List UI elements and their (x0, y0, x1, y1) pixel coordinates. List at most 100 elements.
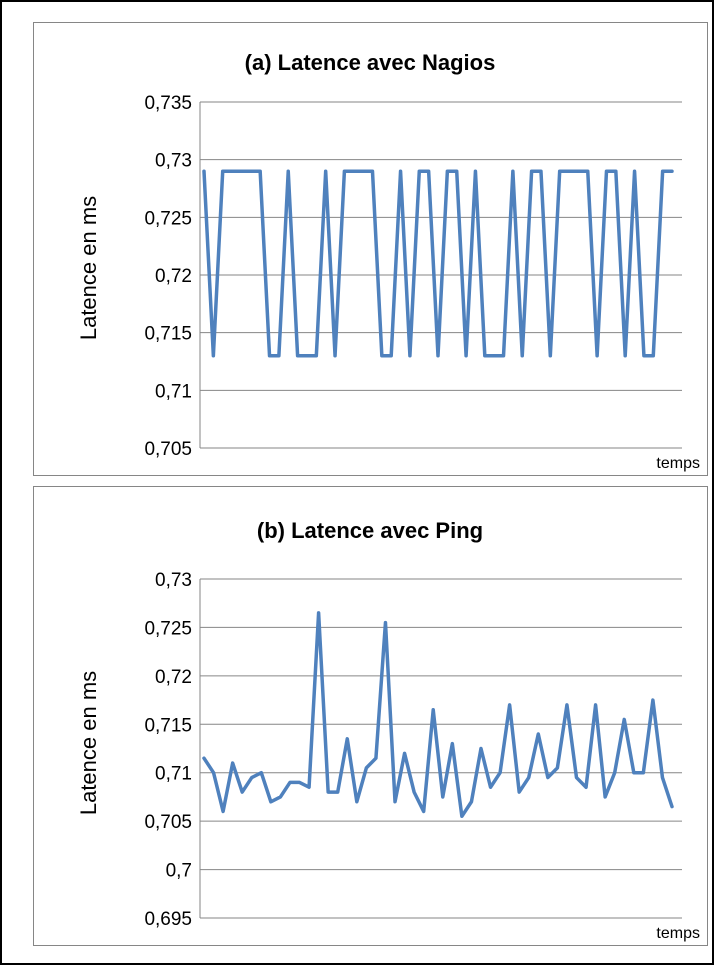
data-point (403, 752, 406, 755)
series-line (202, 611, 674, 819)
data-point (567, 170, 571, 173)
data-point (268, 354, 271, 357)
data-point (670, 805, 674, 808)
y-axis-label: Latence en ms (76, 671, 101, 815)
data-point (642, 771, 645, 774)
data-point (586, 170, 589, 173)
data-point (221, 810, 225, 813)
data-point (230, 170, 234, 173)
data-point (613, 771, 616, 774)
data-point (326, 790, 330, 794)
data-point (483, 354, 486, 357)
y-tick-label: 0,73 (155, 151, 192, 172)
data-point (558, 170, 561, 173)
y-tick-label: 0,705 (144, 812, 192, 833)
data-point (412, 790, 416, 794)
y-tick-label: 0,725 (144, 208, 192, 229)
data-point (595, 354, 599, 357)
data-point (298, 781, 301, 784)
data-point (279, 795, 282, 799)
data-point (432, 708, 435, 711)
data-point (221, 170, 224, 173)
data-point (352, 170, 355, 173)
data-point (355, 800, 359, 803)
data-point (633, 170, 636, 173)
data-point (384, 621, 387, 624)
data-point (260, 771, 263, 774)
data-point (549, 354, 552, 357)
data-point (315, 354, 318, 357)
y-axis-label: Latence en ms (76, 196, 101, 340)
data-point (539, 170, 543, 173)
data-point (502, 354, 505, 357)
y-tick-label: 0,7 (166, 861, 192, 882)
data-point (511, 170, 515, 173)
data-point (623, 718, 626, 721)
data-point (451, 742, 454, 745)
data-point (642, 354, 646, 357)
data-point (240, 170, 243, 173)
data-point (492, 354, 496, 357)
y-tick-label: 0,715 (144, 715, 192, 736)
data-point (336, 790, 339, 794)
chart-title: (a) Latence avec Nagios (245, 50, 496, 75)
data-point (202, 756, 206, 760)
data-point (661, 776, 664, 779)
data-point (346, 737, 349, 741)
data-point (249, 170, 252, 173)
y-tick-label: 0,695 (144, 909, 192, 930)
data-point (288, 781, 292, 784)
data-point (296, 354, 299, 357)
y-tick-label: 0,715 (144, 324, 192, 345)
data-point (521, 354, 524, 357)
data-point (343, 170, 346, 173)
data-point (241, 790, 244, 794)
chart-ping-svg: (b) Latence avec Ping Latence en ms temp… (76, 518, 700, 942)
series-marks (202, 611, 674, 819)
data-point (489, 786, 492, 789)
data-point (436, 354, 440, 357)
data-point (446, 170, 449, 173)
data-point (575, 776, 578, 779)
y-tick-label: 0,725 (144, 618, 192, 639)
y-tick-label: 0,73 (155, 570, 192, 591)
x-axis-label: temps (656, 925, 700, 942)
data-point (527, 776, 530, 779)
data-point (418, 170, 421, 173)
data-point (603, 795, 607, 799)
data-point (231, 761, 234, 765)
data-point (584, 786, 588, 789)
data-point (464, 354, 468, 357)
data-point (422, 810, 425, 813)
y-tick-label: 0,72 (155, 266, 192, 287)
data-point (614, 170, 618, 173)
gridlines (199, 578, 682, 919)
data-point (212, 771, 215, 774)
data-point (479, 747, 483, 750)
data-point (393, 800, 397, 803)
data-point (399, 170, 402, 173)
data-point (307, 786, 311, 789)
y-tick-labels: 0,705 0,71 0,715 0,72 0,725 0,73 0,735 (144, 93, 192, 460)
chart-panel-nagios: (a) Latence avec Nagios Latence en ms te… (33, 22, 708, 476)
data-point (498, 771, 502, 774)
data-point (441, 795, 444, 799)
data-point (333, 354, 337, 357)
data-point (661, 170, 664, 173)
y-tick-label: 0,72 (155, 667, 192, 688)
data-point (390, 354, 393, 357)
chart-title: (b) Latence avec Ping (257, 518, 483, 543)
data-point (632, 771, 635, 774)
data-point (380, 354, 384, 357)
y-tick-labels: 0,695 0,7 0,705 0,71 0,715 0,72 0,725 0,73 (144, 570, 192, 930)
data-point (317, 611, 320, 615)
data-point (508, 703, 511, 707)
data-point (361, 170, 365, 173)
y-tick-label: 0,705 (144, 439, 192, 460)
data-point (374, 756, 378, 760)
data-point (202, 170, 206, 173)
data-point (556, 766, 559, 770)
data-point (250, 776, 253, 779)
series-marks (202, 169, 674, 358)
y-tick-label: 0,735 (144, 93, 192, 114)
